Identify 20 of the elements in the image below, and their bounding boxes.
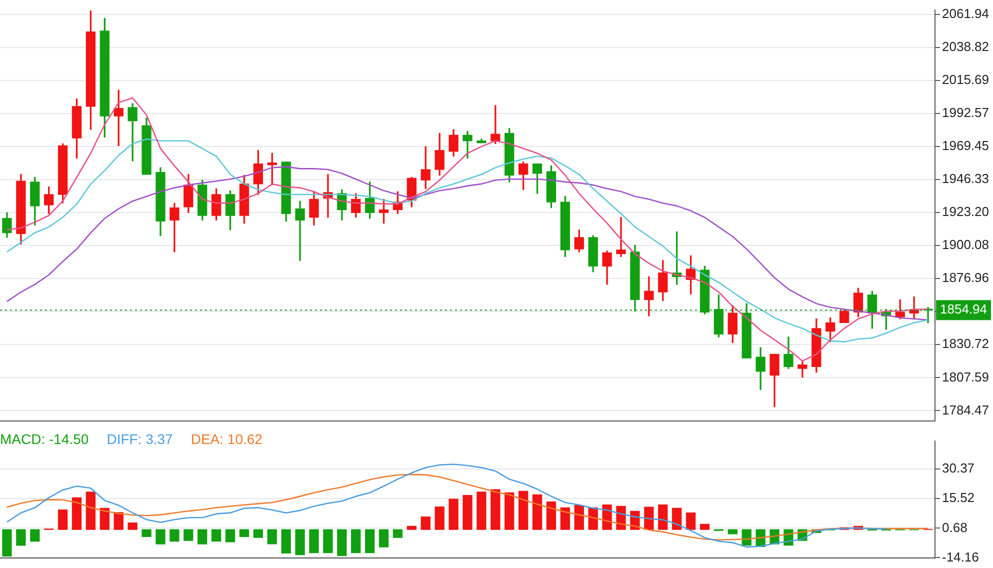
y-tick-label: 0.68 [942, 520, 968, 535]
y-tick-label: -14.16 [942, 549, 979, 564]
ref-line-label: 1854.94 [940, 302, 987, 317]
y-tick-label: 1900.08 [942, 237, 989, 252]
y-tick-label: 1923.20 [942, 204, 989, 220]
text: DIFF: 3.37 [106, 431, 173, 447]
y-tick-label: 1807.59 [942, 369, 989, 384]
y-tick-label: 1876.96 [942, 270, 989, 286]
y-tick-label: 1992.57 [942, 105, 989, 120]
y-tick-label: 1784.47 [942, 402, 989, 418]
y-tick-label: 1830.72 [942, 336, 989, 352]
y-tick-label: 30.37 [942, 460, 975, 476]
y-tick-label: 1969.45 [942, 138, 989, 154]
y-tick-label: 2015.69 [942, 72, 989, 88]
text: MACD: -14.50 [0, 431, 89, 447]
y-tick-label: 2038.82 [942, 39, 989, 54]
y-tick-label: 15.52 [942, 490, 975, 506]
y-tick-label: 1946.33 [942, 171, 989, 186]
y-tick-label: 2061.94 [942, 6, 989, 22]
text: DEA: 10.62 [190, 431, 262, 447]
